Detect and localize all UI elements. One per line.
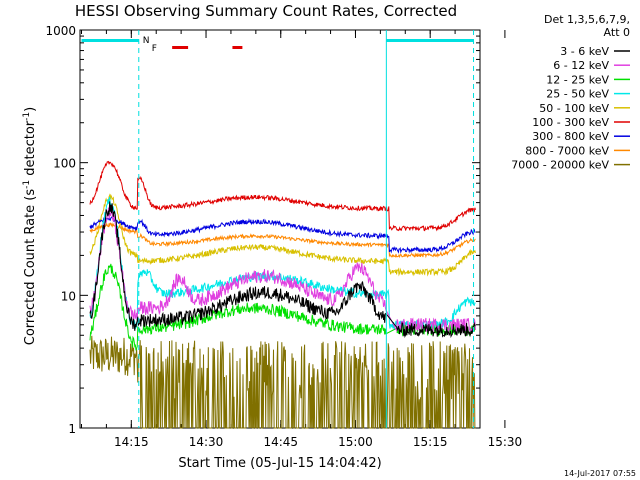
y-axis-label: Corrected Count Rate (s-1 detector-1) [22,107,38,345]
x-tick-label: 15:15 [413,435,448,449]
x-axis-label: Start Time (05-Jul-15 14:04:42) [178,456,381,471]
legend-label: 25 - 50 keV [546,88,609,101]
y-tick-label: 100 [53,157,76,171]
flare-bar [232,46,243,49]
legend-label: 300 - 800 keV [532,130,609,143]
series-line-8 [89,335,476,429]
x-tick-label: 15:30 [488,435,523,449]
legend-label: 100 - 300 keV [532,116,609,129]
series-line-1 [89,207,476,333]
legend-header: Att 0 [604,26,630,39]
chart-title: HESSI Observing Summary Count Rates, Cor… [75,2,457,20]
y-tick-label: 10 [61,289,76,303]
flare-flag-label: F [152,44,157,54]
footer-timestamp: 14-Jul-2017 07:55 [564,469,636,478]
legend-header: Det 1,3,5,6,7,9, [544,13,630,26]
y-tick-label: 1000 [45,24,76,38]
x-tick-label: 14:45 [263,435,298,449]
flags-group: NF [81,30,475,428]
flare-bar [172,46,189,49]
night-bar [81,39,139,42]
legend-label: 800 - 7000 keV [525,144,609,157]
legend-label: 12 - 25 keV [546,73,609,86]
series-line-5 [89,160,476,232]
series-line-6 [89,216,476,254]
series-group [89,160,476,429]
x-tick-label: 14:15 [114,435,149,449]
legend-label: 6 - 12 keV [553,59,609,72]
series-line-7 [89,222,476,259]
night-bar [386,39,474,42]
series-line-4 [89,193,476,277]
x-tick-label: 15:00 [338,435,373,449]
y-tick-label: 1 [68,422,76,436]
x-tick-label: 14:30 [189,435,224,449]
legend-label: 3 - 6 keV [560,45,609,58]
legend-label: 50 - 100 keV [539,102,609,115]
night-flag-label: N [143,36,150,46]
series-line-0 [89,201,476,339]
legend-label: 7000 - 20000 keV [511,159,609,172]
